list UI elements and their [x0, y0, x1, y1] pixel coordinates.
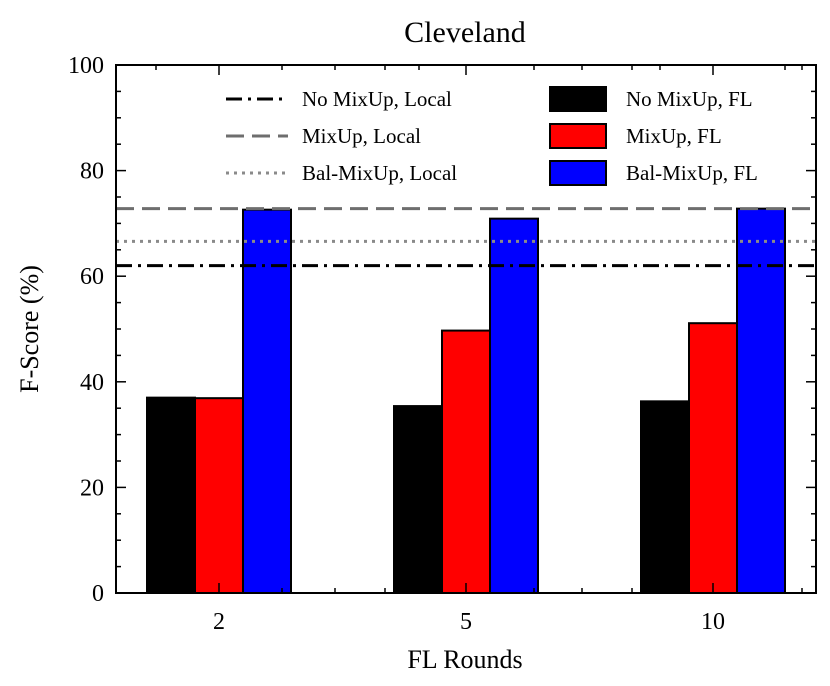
- bar-mixup-fl-10: [688, 322, 738, 594]
- x-axis-label: FL Rounds: [407, 645, 522, 674]
- bar-mixup-fl-2: [194, 397, 244, 594]
- legend-entry-label: No MixUp, Local: [302, 87, 452, 111]
- bars-layer: [146, 207, 786, 595]
- x-tick-label: 2: [213, 609, 225, 635]
- legend-entry-label: Bal-MixUp, FL: [626, 161, 758, 185]
- y-tick-label: 20: [80, 475, 104, 501]
- y-tick-label: 80: [80, 159, 104, 185]
- bar-no-mixup-fl-5: [393, 405, 443, 595]
- legend-entry-label: Bal-MixUp, Local: [302, 161, 457, 185]
- y-tick-label: 0: [92, 581, 104, 607]
- bar-bal-mixup-fl-2: [242, 208, 292, 594]
- legend-bar-swatch: [549, 123, 607, 149]
- x-tick-label: 10: [701, 609, 725, 635]
- y-tick-label: 100: [68, 53, 104, 79]
- y-tick-label: 40: [80, 370, 104, 396]
- legend-entry-label: No MixUp, FL: [626, 87, 753, 111]
- legend-bar-swatch: [549, 160, 607, 186]
- y-tick-label: 60: [80, 264, 104, 290]
- legend: No MixUp, Local MixUp, Local Bal-MixUp, Lo…: [226, 86, 758, 186]
- bar-no-mixup-fl-2: [146, 396, 196, 595]
- bar-mixup-fl-5: [441, 329, 491, 594]
- bar-no-mixup-fl-10: [640, 400, 690, 594]
- legend-bar-swatch: [549, 86, 607, 112]
- legend-entry-label: MixUp, FL: [626, 124, 722, 148]
- chart-title: Cleveland: [404, 16, 526, 49]
- bar-bal-mixup-fl-5: [489, 217, 539, 594]
- legend-entry-label: MixUp, Local: [302, 124, 421, 148]
- plot-frame: [115, 64, 817, 594]
- x-tick-label: 5: [460, 609, 472, 635]
- y-axis-label: F-Score (%): [15, 265, 44, 393]
- reference-lines-layer: [116, 207, 816, 268]
- axis-ticks-layer: 0 20 40 60 80 100 2 5 10: [68, 53, 816, 635]
